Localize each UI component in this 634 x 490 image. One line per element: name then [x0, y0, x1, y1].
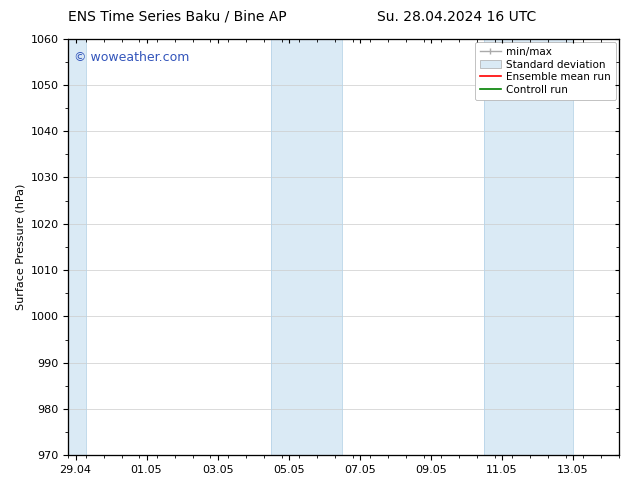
Bar [68, 39, 86, 455]
Bar [271, 39, 342, 455]
Text: Su. 28.04.2024 16 UTC: Su. 28.04.2024 16 UTC [377, 10, 536, 24]
Bar [484, 39, 573, 455]
Y-axis label: Surface Pressure (hPa): Surface Pressure (hPa) [15, 184, 25, 310]
Text: © woweather.com: © woweather.com [74, 51, 190, 64]
Legend: min/max, Standard deviation, Ensemble mean run, Controll run: min/max, Standard deviation, Ensemble me… [475, 42, 616, 100]
Text: ENS Time Series Baku / Bine AP: ENS Time Series Baku / Bine AP [68, 10, 287, 24]
